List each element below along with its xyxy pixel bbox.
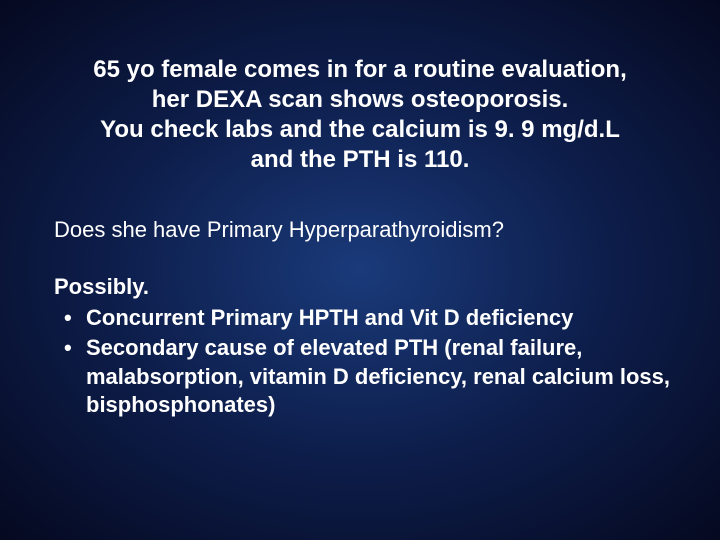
bullet-item: Secondary cause of elevated PTH (renal f… [54,334,670,420]
title-line-3: You check labs and the calcium is 9. 9 m… [60,115,660,145]
title-line-4: and the PTH is 110. [60,145,660,175]
answer-block: Possibly. Concurrent Primary HPTH and Vi… [50,273,670,420]
question-text: Does she have Primary Hyperparathyroidis… [50,217,670,243]
slide-container: 65 yo female comes in for a routine eval… [0,0,720,540]
answer-lead: Possibly. [54,273,670,302]
title-line-2: her DEXA scan shows osteoporosis. [60,85,660,115]
title-block: 65 yo female comes in for a routine eval… [50,55,670,175]
bullet-list: Concurrent Primary HPTH and Vit D defici… [54,304,670,420]
title-line-1: 65 yo female comes in for a routine eval… [60,55,660,85]
bullet-item: Concurrent Primary HPTH and Vit D defici… [54,304,670,333]
